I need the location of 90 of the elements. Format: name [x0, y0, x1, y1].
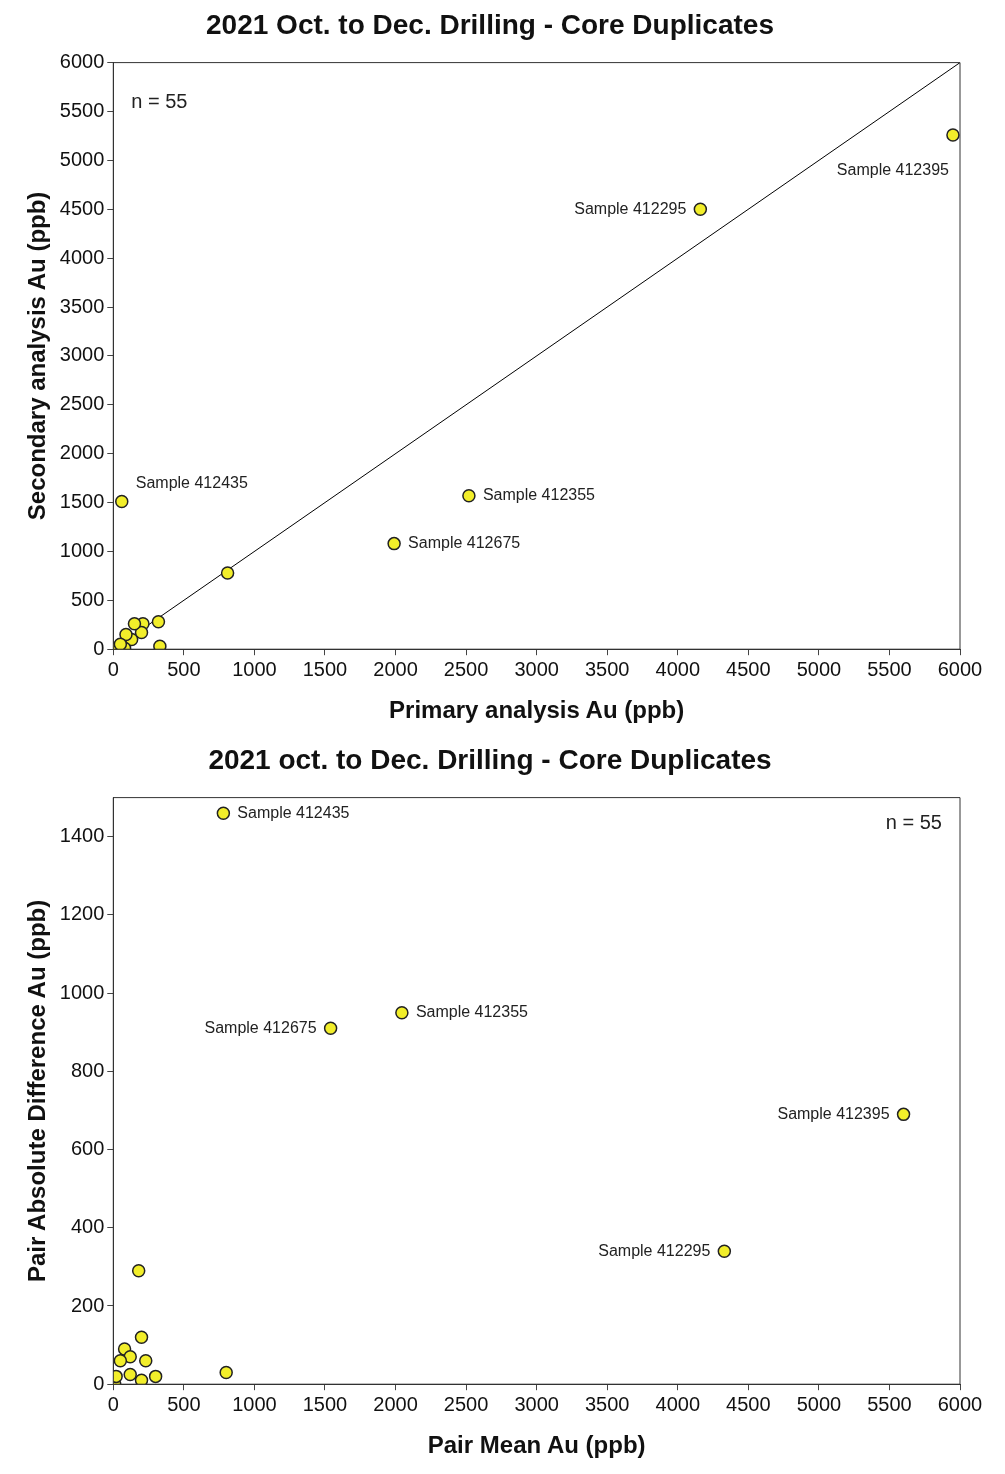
x-tick-label: 2500	[443, 657, 489, 680]
point	[134, 1330, 149, 1345]
x-axis-title: Primary analysis Au (ppb)	[389, 696, 685, 724]
x-tick-label: 4000	[655, 657, 701, 680]
point	[113, 637, 128, 650]
point	[115, 494, 129, 509]
point	[113, 1353, 128, 1368]
point	[219, 1365, 233, 1380]
point	[323, 1021, 338, 1036]
annotation: n = 55	[885, 811, 942, 834]
point	[151, 615, 166, 629]
annotation: Sample 412675	[204, 1018, 317, 1036]
y-tick-label: 1000	[59, 980, 105, 1003]
point	[153, 639, 167, 650]
x-tick-label: 0	[107, 657, 119, 680]
x-tick-label: 4000	[655, 1392, 701, 1415]
x-tick-label: 4500	[726, 1392, 771, 1415]
x-tick-label: 5000	[796, 657, 842, 680]
point	[717, 1244, 732, 1258]
y-tick-label: 4000	[59, 245, 105, 268]
y-tick-label: 800	[70, 1058, 105, 1081]
chart-title: 2021 oct. to Dec. Drilling - Core Duplicates	[208, 743, 772, 775]
y-tick-label: 1000	[59, 538, 105, 561]
annotation: Sample 412435	[135, 473, 248, 491]
x-tick-label: 2000	[373, 657, 418, 680]
y-tick-label: 5000	[59, 147, 105, 170]
point	[395, 1005, 409, 1020]
point	[119, 627, 133, 642]
y-tick-label: 5500	[59, 99, 105, 121]
point	[127, 617, 142, 631]
point	[134, 1373, 149, 1385]
y-tick-label: 200	[70, 1293, 105, 1316]
x-tick-label: 3000	[514, 1392, 559, 1415]
x-tick-label: 500	[167, 657, 201, 680]
y-tick-label: 500	[70, 587, 105, 610]
x-tick-label: 0	[107, 1392, 119, 1415]
y-tick-label: 2500	[59, 392, 105, 415]
y-tick-label: 400	[70, 1215, 105, 1238]
annotation: Sample 412395	[836, 161, 950, 179]
point	[946, 128, 960, 142]
annotation: Sample 412295	[574, 199, 687, 217]
x-tick-label: 4500	[726, 657, 771, 680]
y-tick-label: 1400	[59, 824, 105, 847]
point	[148, 1369, 163, 1384]
x-tick-label: 6000	[937, 657, 983, 680]
x-axis-title: Pair Mean Au (ppb)	[427, 1431, 646, 1459]
annotation: Sample 412675	[408, 534, 521, 552]
annotation: Sample 412295	[598, 1241, 711, 1259]
annotation: Sample 412435	[237, 803, 350, 821]
point	[387, 536, 401, 551]
x-tick-label: 6000	[937, 1392, 983, 1415]
x-tick-label: 500	[167, 1392, 201, 1415]
y-tick-label: 0	[93, 1371, 105, 1394]
y-tick-label: 3000	[59, 343, 105, 366]
x-tick-label: 3500	[584, 1392, 630, 1415]
y-tick-label: 4500	[59, 196, 105, 219]
x-tick-label: 5000	[796, 1392, 842, 1415]
point	[123, 1367, 137, 1382]
point	[693, 202, 708, 216]
point	[139, 1353, 153, 1368]
x-tick-label: 1000	[232, 657, 277, 680]
annotation: n = 55	[131, 90, 188, 113]
x-tick-label: 2500	[443, 1392, 489, 1415]
x-tick-label: 3500	[584, 657, 630, 680]
chart-title: 2021 Oct. to Dec. Drilling - Core Duplicates	[206, 8, 774, 40]
point	[123, 1350, 137, 1364]
point	[131, 1264, 146, 1278]
y-tick-label: 1200	[59, 902, 105, 925]
point	[216, 806, 231, 820]
annotation: Sample 412395	[777, 1104, 890, 1122]
point	[220, 566, 235, 580]
y-tick-label: 2000	[59, 441, 105, 464]
y-axis-title: Secondary analysis Au (ppb)	[23, 191, 51, 521]
y-axis-title: Pair Absolute Difference Au (ppb)	[23, 899, 51, 1283]
point	[462, 488, 476, 503]
x-tick-label: 1500	[302, 657, 348, 680]
point	[896, 1107, 911, 1122]
x-tick-label: 5500	[867, 657, 912, 680]
y-tick-label: 600	[70, 1137, 105, 1160]
x-tick-label: 3000	[514, 657, 559, 680]
annotation: Sample 412355	[415, 1003, 529, 1021]
y-tick-label: 3500	[59, 294, 105, 317]
x-tick-label: 1500	[302, 1392, 348, 1415]
annotation: Sample 412355	[482, 486, 596, 504]
y-tick-label: 0	[93, 636, 105, 659]
x-tick-label: 2000	[373, 1392, 418, 1415]
x-tick-label: 1000	[232, 1392, 277, 1415]
y-tick-label: 1500	[59, 490, 105, 513]
y-tick-label: 6000	[59, 50, 105, 73]
x-tick-label: 5500	[867, 1392, 912, 1415]
